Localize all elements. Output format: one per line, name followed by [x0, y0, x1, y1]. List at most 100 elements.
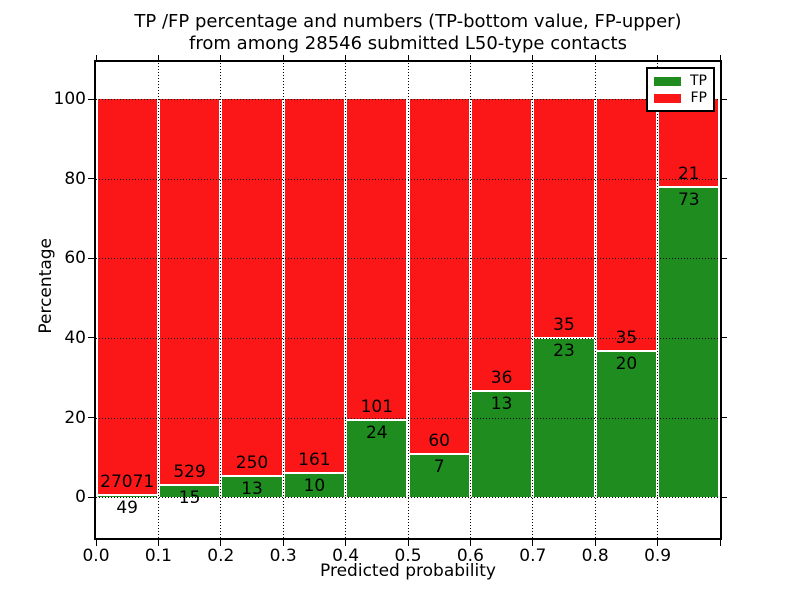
fp-count-label: 250 — [235, 453, 269, 474]
x-gridline — [282, 62, 284, 538]
x-tick — [657, 540, 659, 546]
x-gridline — [407, 62, 409, 538]
y-tick — [88, 337, 94, 339]
x-tick-top — [657, 55, 659, 60]
y-gridline — [96, 337, 720, 339]
x-tick-label: 0.6 — [456, 546, 484, 566]
x-gridline — [469, 62, 471, 538]
x-tick-label: 0.2 — [207, 546, 235, 566]
fp-count-label: 529 — [173, 462, 206, 483]
y-tick-right — [722, 337, 727, 339]
y-gridline — [96, 99, 720, 101]
x-tick-label: 0.8 — [581, 546, 609, 566]
y-gridline — [96, 497, 720, 499]
bar-segment-tp — [159, 486, 220, 498]
y-tick-label: 40 — [64, 327, 86, 348]
y-tick — [88, 417, 94, 418]
x-tick — [157, 540, 159, 546]
x-tick-top — [719, 55, 721, 60]
x-tick-top — [157, 55, 159, 60]
x-tick-top — [532, 55, 534, 60]
x-tick-label: 0.4 — [332, 546, 360, 566]
legend-label-tp: TP — [690, 73, 707, 89]
fp-count-label: 36 — [490, 367, 513, 388]
legend-label-fp: FP — [690, 90, 708, 106]
bar-segment-fp — [471, 99, 532, 390]
x-tick — [407, 540, 409, 546]
tp-count-label: 7 — [433, 457, 445, 478]
y-tick — [88, 257, 94, 259]
bar-segment-tp — [471, 391, 532, 498]
x-tick-label: 0.7 — [519, 546, 547, 566]
legend-swatch-fp — [654, 93, 681, 103]
bar-segment-fp — [659, 99, 719, 187]
x-tick-top — [345, 55, 347, 60]
y-tick — [88, 178, 94, 180]
fp-count-label: 21 — [677, 164, 700, 185]
y-gridline — [96, 258, 720, 260]
x-tick — [594, 540, 596, 546]
x-gridline — [657, 62, 659, 538]
x-tick — [95, 540, 97, 546]
y-tick-right — [722, 98, 727, 100]
tp-count-label: 13 — [490, 393, 513, 414]
tp-count-label: 13 — [241, 479, 263, 500]
x-tick-top — [469, 55, 471, 60]
y-tick-right — [722, 417, 727, 418]
bar-segment-fp — [284, 99, 345, 472]
x-tick-top — [282, 55, 284, 60]
x-tick-label: 0.5 — [394, 546, 422, 566]
tp-count-label: 23 — [553, 341, 575, 362]
y-tick-right — [722, 496, 727, 498]
tp-count-label: 10 — [303, 475, 326, 496]
fp-count-label: 35 — [615, 328, 638, 349]
fp-count-label: 101 — [360, 396, 394, 417]
x-gridline — [157, 62, 159, 538]
x-tick — [719, 540, 721, 546]
y-tick-label: 60 — [64, 248, 86, 269]
plot-area: 27071 49 529 15 250 13 161 10 101 24 60 7 36 13 35 23 35… — [54, 55, 727, 566]
y-tick-label: 0 — [75, 487, 86, 508]
tp-count-label: 20 — [615, 354, 638, 375]
bar-segment-fp — [534, 99, 594, 338]
x-tick-top — [95, 55, 97, 60]
x-gridline — [594, 62, 596, 538]
fp-count-label: 27071 — [100, 472, 155, 493]
x-tick — [282, 540, 284, 546]
bar-segment-fp — [159, 99, 220, 485]
bar-segment-fp — [409, 99, 469, 454]
x-tick — [345, 540, 347, 546]
x-tick — [532, 540, 534, 546]
y-tick-label: 100 — [53, 89, 86, 110]
x-tick — [469, 540, 471, 546]
y-tick-right — [722, 178, 727, 180]
bar-segment-fp — [222, 99, 282, 476]
bar-segment-tp — [659, 188, 719, 498]
y-tick-label: 20 — [64, 407, 86, 428]
tp-count-label: 24 — [365, 422, 388, 443]
x-tick-top — [220, 55, 222, 60]
bar-segment-fp — [596, 99, 657, 351]
legend-entry-fp: FP — [654, 91, 707, 105]
bar-segment-fp — [97, 99, 157, 495]
x-tick-label: 0.0 — [82, 546, 110, 566]
tp-count-label: 73 — [677, 190, 700, 211]
tp-count-label: 15 — [178, 488, 201, 509]
chart-title-line1: TP /FP percentage and numbers (TP-bottom… — [134, 11, 682, 32]
legend: TP FP — [646, 67, 715, 112]
bar-segment-tp — [347, 420, 407, 498]
bar-segment-tp — [222, 477, 282, 498]
x-tick — [220, 540, 222, 546]
x-tick-label: 0.9 — [644, 546, 672, 566]
y-tick — [88, 98, 94, 100]
y-gridline — [96, 178, 720, 180]
x-gridline — [220, 62, 222, 538]
y-tick-label: 80 — [64, 168, 86, 189]
y-tick — [88, 496, 94, 498]
x-tick-label: 0.1 — [144, 546, 172, 566]
y-gridline — [96, 417, 720, 419]
tp-count-label: 49 — [116, 498, 138, 519]
y-tick-right — [722, 257, 727, 259]
bar-segment-tp — [284, 473, 345, 498]
